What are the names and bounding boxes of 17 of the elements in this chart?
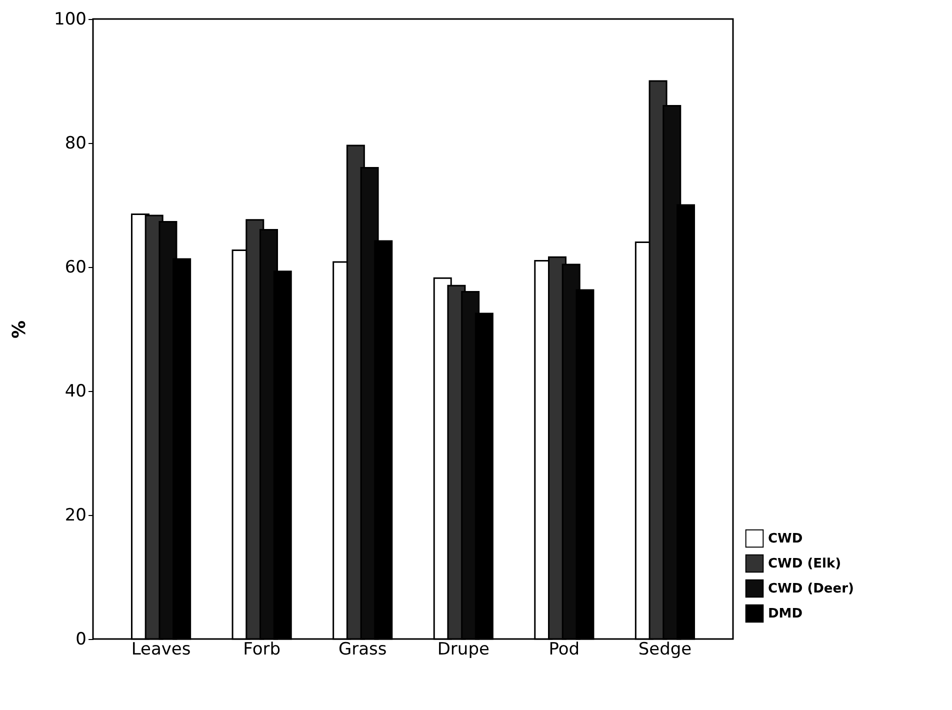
legend-label: DMD — [768, 606, 803, 622]
legend-label: CWD — [768, 532, 803, 546]
x-tick-label: Leaves — [131, 640, 191, 660]
y-tick-label: 60 — [64, 258, 86, 278]
y-tick-label: 100 — [54, 10, 86, 30]
legend-label: CWD (Elk) — [768, 556, 842, 572]
legend-label: CWD (Deer) — [768, 582, 854, 596]
y-axis-title: % — [9, 320, 30, 339]
y-tick-label: 0 — [76, 630, 86, 650]
x-tick-label: Grass — [338, 640, 387, 660]
y-tick-label: 20 — [64, 506, 86, 526]
x-tick-label: Pod — [548, 640, 580, 660]
x-tick-label: Drupe — [437, 640, 490, 660]
y-tick-label: 40 — [64, 382, 86, 402]
x-tick-label: Forb — [243, 640, 280, 660]
y-tick-label: 80 — [64, 134, 86, 154]
x-tick-label: Sedge — [638, 640, 692, 660]
